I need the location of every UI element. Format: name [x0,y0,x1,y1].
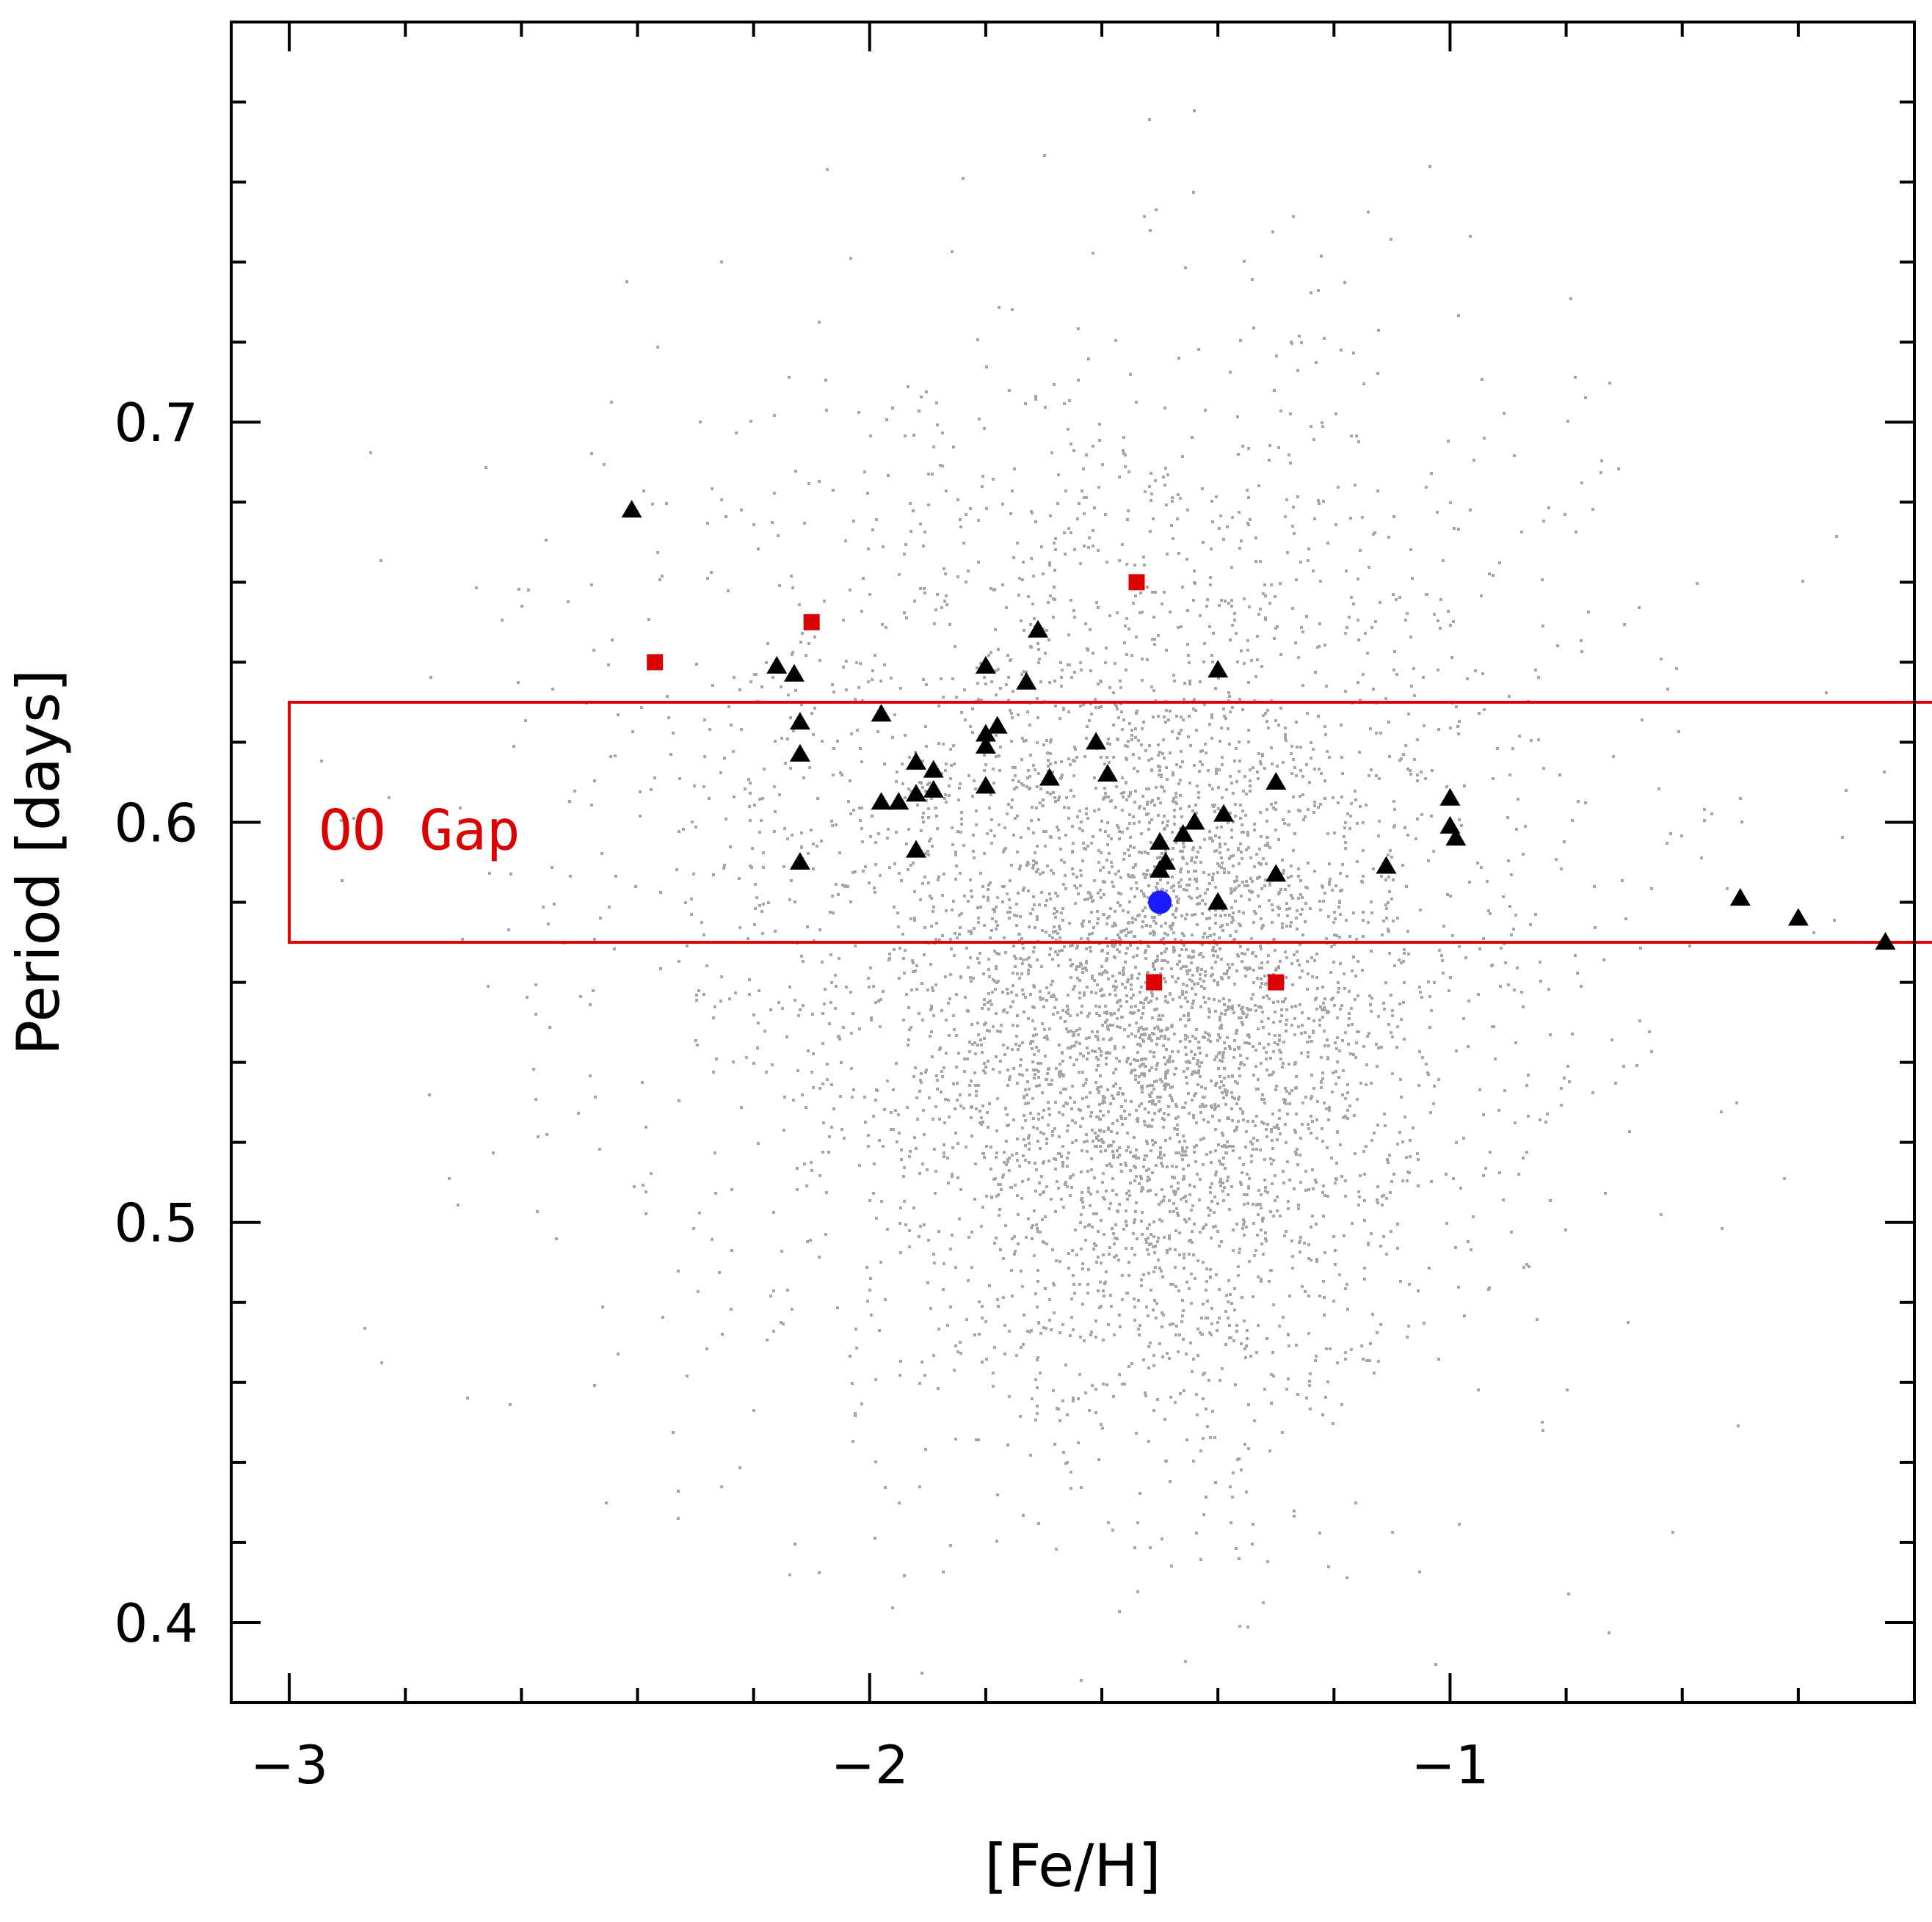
triangle-point [1086,732,1107,750]
triangle-point [906,840,927,858]
background-field-dots [320,109,1886,1682]
triangle-point [1729,888,1751,906]
triangle-point [789,712,810,730]
plot-frame [230,21,1916,1704]
triangle-point [871,704,892,722]
triangle-point [1787,908,1809,926]
gap-label: OO Gap [319,797,520,862]
triangle-point [1875,932,1896,950]
triangle-point [1150,831,1171,850]
data-markers [621,500,1896,991]
triangle-point [1097,764,1118,782]
triangle-point [906,751,927,770]
triangle-point [1213,804,1235,822]
x-tick-label: −1 [1411,1734,1489,1796]
triangle-point [1172,823,1194,842]
x-axis-title: [Fe/H] [984,1832,1161,1900]
triangle-point [789,852,810,870]
triangle-point [789,743,810,762]
triangle-point [923,779,944,798]
square-point [1146,974,1163,991]
triangle-point [923,760,944,778]
triangle-point [1184,812,1205,830]
triangle-point [1155,852,1177,870]
square-point [647,654,664,671]
square-point [1268,974,1285,991]
triangle-point [1028,619,1049,638]
y-tick-label: 0.4 [114,1592,198,1654]
triangle-point [1265,864,1287,882]
triangle-point [975,735,996,754]
triangle-point [766,655,788,674]
triangle-point [906,784,927,802]
triangle-point [1439,787,1461,806]
gap-region: OO Gap [288,700,1932,944]
triangle-point [975,655,996,674]
y-tick-label: 0.6 [114,792,198,853]
gap-box [288,700,1932,944]
triangle-point [783,663,805,682]
triangle-point [975,776,996,794]
y-tick-label: 0.7 [114,392,198,454]
square-point [803,614,820,630]
triangle-point [1445,828,1467,846]
triangle-point [1208,892,1229,910]
triangle-point [1208,660,1229,678]
circle-point [1148,890,1172,914]
square-point [1128,574,1145,591]
triangle-point [871,792,892,810]
triangle-point [987,716,1008,734]
x-tick-label: −2 [831,1734,909,1796]
triangle-point [1376,856,1397,874]
triangle-point [1016,671,1037,690]
x-tick-label: −3 [250,1734,328,1796]
triangle-point [621,500,642,518]
background-field-points [320,109,1886,1682]
y-axis-title: Period [days] [4,669,73,1055]
y-tick-label: 0.5 [114,1193,198,1254]
triangle-point [1265,771,1287,790]
triangle-point [1039,768,1060,786]
tick-labels: −3 −2 −1 0.4 0.5 0.6 0.7 [114,392,1489,1796]
triangle-point [975,724,996,742]
triangle-point [888,792,909,810]
